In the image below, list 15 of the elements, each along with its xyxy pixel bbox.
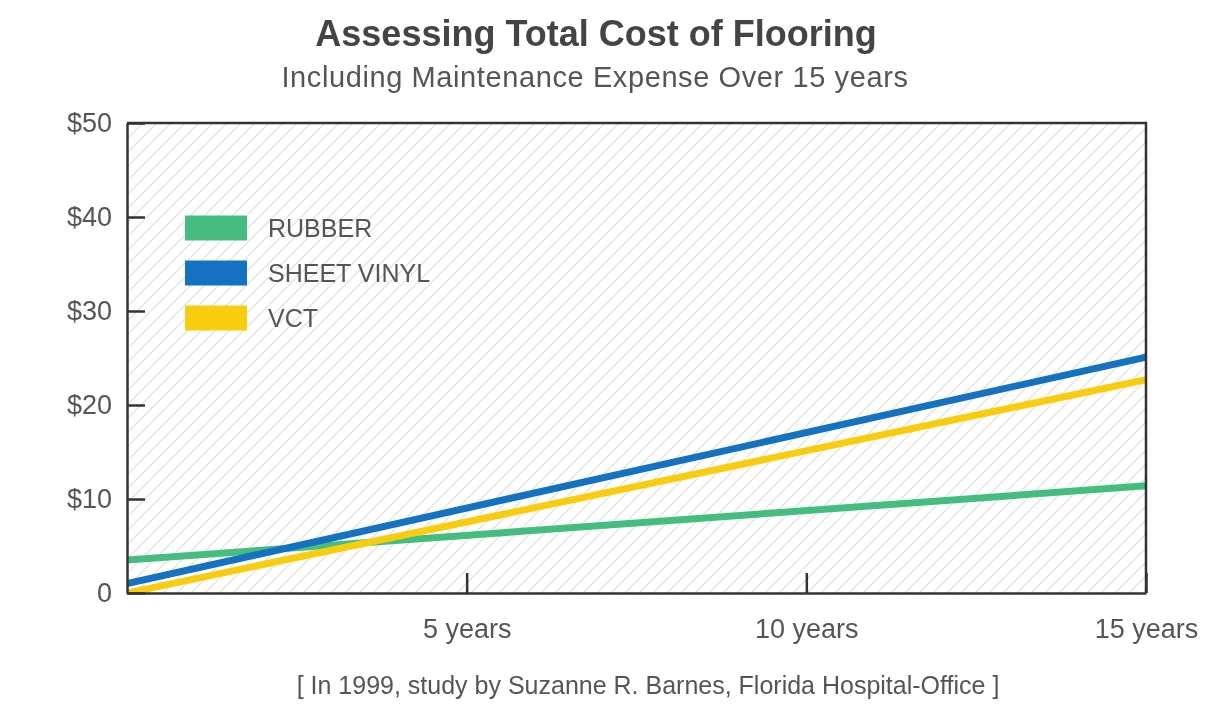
y-tick-label: $40: [66, 202, 112, 233]
y-tick-label: $50: [66, 108, 112, 139]
y-tick-label: $10: [66, 484, 112, 515]
text: [ In 1999, study by Suzanne R. Barnes, Florida Hospital-Office ]: [296, 671, 1000, 699]
x-tick-label: 10 years: [755, 614, 859, 645]
y-tick-label: $20: [66, 390, 112, 421]
legend-label: SHEET VINYL: [268, 258, 431, 287]
x-tick-label: 5 years: [422, 614, 512, 645]
x-tick-label: 15 years: [1094, 614, 1199, 645]
chart-subtitle: Including Maintenance Expense Over 15 years: [281, 61, 909, 93]
chart-title: Assessing Total Cost of Flooring: [315, 13, 877, 54]
legend-label: RUBBER: [268, 213, 373, 242]
y-tick-label: 0: [96, 578, 112, 609]
y-tick-label: $30: [66, 296, 112, 327]
legend-label: VCT: [268, 303, 318, 332]
